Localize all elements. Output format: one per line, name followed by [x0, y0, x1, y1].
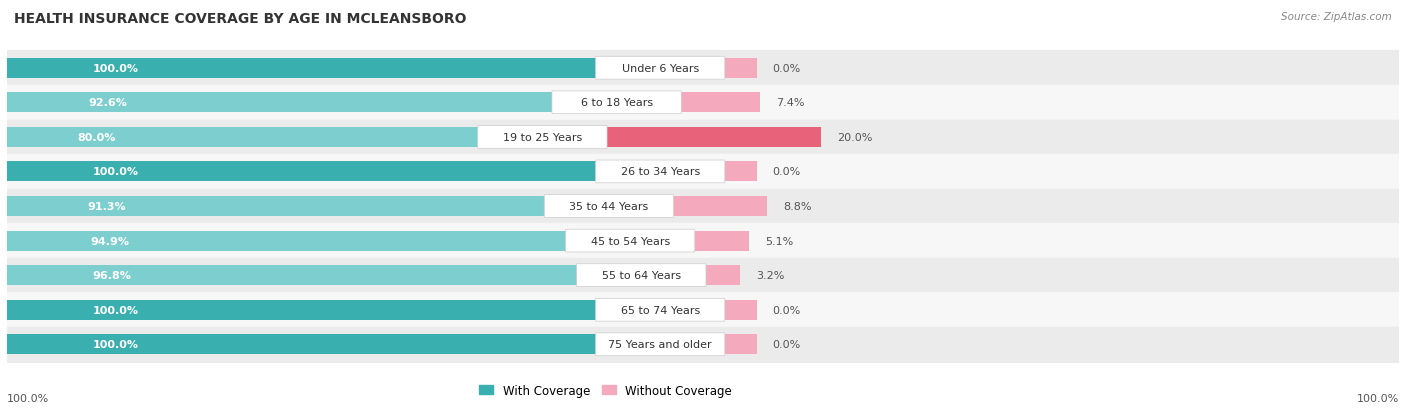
Text: 100.0%: 100.0%	[1357, 393, 1399, 403]
Text: 0.0%: 0.0%	[773, 167, 801, 177]
Bar	[695, 231, 749, 251]
FancyBboxPatch shape	[553, 92, 682, 114]
Text: HEALTH INSURANCE COVERAGE BY AGE IN MCLEANSBORO: HEALTH INSURANCE COVERAGE BY AGE IN MCLE…	[14, 12, 467, 26]
Text: 100.0%: 100.0%	[93, 167, 139, 177]
Text: 94.9%: 94.9%	[91, 236, 129, 246]
Text: 100.0%: 100.0%	[93, 64, 139, 74]
Text: 0.0%: 0.0%	[773, 339, 801, 349]
Bar	[7, 120, 1399, 155]
Bar	[724, 59, 756, 78]
FancyBboxPatch shape	[576, 264, 706, 287]
Bar	[7, 189, 1399, 224]
Text: 19 to 25 Years: 19 to 25 Years	[503, 133, 582, 142]
FancyBboxPatch shape	[596, 161, 725, 183]
Bar	[673, 197, 768, 216]
Bar	[7, 335, 596, 354]
Text: 100.0%: 100.0%	[7, 393, 49, 403]
Bar	[7, 197, 544, 216]
Bar	[7, 224, 1399, 258]
FancyBboxPatch shape	[596, 333, 725, 356]
Text: 91.3%: 91.3%	[87, 202, 127, 211]
Text: 3.2%: 3.2%	[756, 271, 785, 280]
Text: 5.1%: 5.1%	[765, 236, 793, 246]
Text: 55 to 64 Years: 55 to 64 Years	[602, 271, 681, 280]
Text: Source: ZipAtlas.com: Source: ZipAtlas.com	[1281, 12, 1392, 22]
Text: 45 to 54 Years: 45 to 54 Years	[591, 236, 669, 246]
Text: 80.0%: 80.0%	[77, 133, 117, 142]
Legend: With Coverage, Without Coverage: With Coverage, Without Coverage	[474, 379, 737, 401]
Text: 6 to 18 Years: 6 to 18 Years	[581, 98, 652, 108]
Text: 100.0%: 100.0%	[93, 339, 139, 349]
FancyBboxPatch shape	[596, 57, 725, 80]
Bar	[7, 162, 596, 182]
FancyBboxPatch shape	[596, 299, 725, 321]
Bar	[724, 335, 756, 354]
Bar	[7, 86, 1399, 120]
Bar	[7, 155, 1399, 189]
Bar	[606, 128, 821, 147]
Bar	[7, 293, 1399, 327]
Text: 7.4%: 7.4%	[776, 98, 804, 108]
Bar	[7, 93, 553, 113]
Bar	[724, 162, 756, 182]
Bar	[7, 258, 1399, 293]
Text: 100.0%: 100.0%	[93, 305, 139, 315]
Text: 26 to 34 Years: 26 to 34 Years	[620, 167, 700, 177]
Bar	[706, 266, 740, 285]
Text: 0.0%: 0.0%	[773, 305, 801, 315]
Text: 75 Years and older: 75 Years and older	[609, 339, 711, 349]
Bar	[7, 266, 576, 285]
Bar	[7, 327, 1399, 362]
Text: 65 to 74 Years: 65 to 74 Years	[620, 305, 700, 315]
Bar	[7, 128, 478, 147]
Bar	[724, 300, 756, 320]
Bar	[7, 51, 1399, 86]
Bar	[7, 231, 565, 251]
Text: 96.8%: 96.8%	[93, 271, 131, 280]
Bar	[7, 300, 596, 320]
Text: 8.8%: 8.8%	[783, 202, 811, 211]
FancyBboxPatch shape	[565, 230, 695, 252]
Bar	[7, 59, 596, 78]
Bar	[681, 93, 761, 113]
FancyBboxPatch shape	[478, 126, 607, 149]
Text: Under 6 Years: Under 6 Years	[621, 64, 699, 74]
Text: 92.6%: 92.6%	[89, 98, 128, 108]
Text: 20.0%: 20.0%	[837, 133, 872, 142]
Text: 35 to 44 Years: 35 to 44 Years	[569, 202, 648, 211]
FancyBboxPatch shape	[544, 195, 673, 218]
Text: 0.0%: 0.0%	[773, 64, 801, 74]
